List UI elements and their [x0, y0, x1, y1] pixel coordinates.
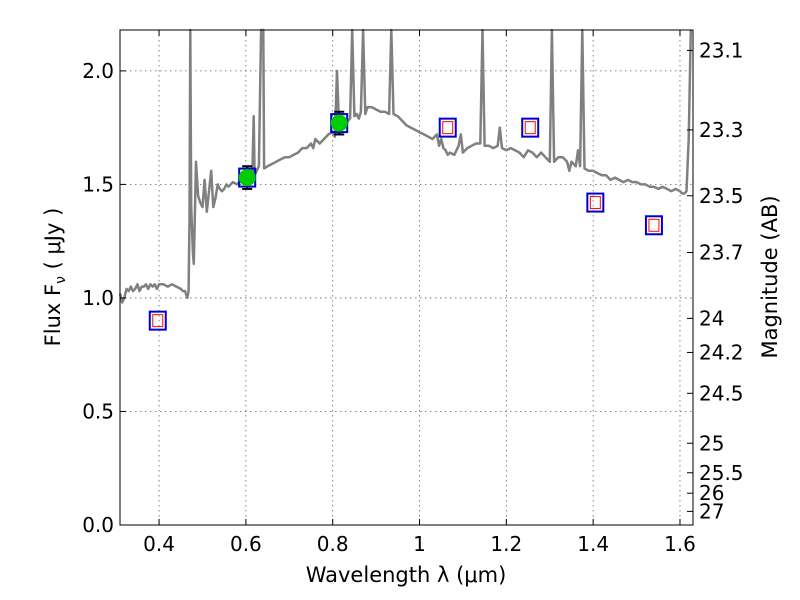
y-axis-title-sub: ν — [53, 276, 69, 284]
observed-photometry-point — [238, 169, 256, 187]
y-tick-label: 0.5 — [82, 399, 114, 423]
plot-background — [120, 30, 693, 525]
y2-tick-label: 24.2 — [699, 340, 744, 364]
observed-photometry-point — [330, 114, 348, 132]
y2-tick-label: 25.5 — [699, 461, 744, 485]
y-tick-label: 1.0 — [82, 286, 114, 310]
model-photometry-square — [521, 117, 540, 138]
y-axis-title-unit: ( μJy ) — [41, 208, 65, 276]
ticks: 0.4 0.6 0.8 1 1.2 1.4 1.6 0.0 0.5 1.0 1.5 2.0 23.1 23… — [82, 30, 744, 556]
model-photometry-square — [586, 192, 605, 213]
x-tick-label: 1.6 — [664, 532, 696, 556]
x-tick-label: 1.2 — [490, 532, 522, 556]
y-tick-label: 2.0 — [82, 59, 114, 83]
model-photometry-square — [438, 117, 457, 138]
x-tick-label: 1 — [413, 532, 426, 556]
x-tick-label: 1.4 — [577, 532, 609, 556]
y2-tick-label: 25 — [699, 431, 724, 455]
y2-tick-label: 23.5 — [699, 184, 744, 208]
y-tick-label: 1.5 — [82, 172, 114, 196]
y2-tick-label: 27 — [699, 499, 724, 523]
y-axis-title: Flux Fν ( μJy ) — [41, 208, 69, 347]
y-tick-label: 0.0 — [82, 513, 114, 537]
y2-tick-label: 26 — [699, 481, 724, 505]
model-photometry-inner-square — [589, 196, 601, 210]
y2-tick-label: 24.5 — [699, 381, 744, 405]
model-photometry-inner-square — [152, 314, 164, 328]
spectrum-line — [118, 28, 693, 304]
model-photometry-square — [644, 215, 663, 236]
model-photometry-inner-square — [524, 121, 536, 135]
y2-tick-label: 23.3 — [699, 118, 744, 142]
y2-axis-title: Magnitude (AB) — [758, 195, 782, 358]
x-tick-label: 0.4 — [143, 532, 175, 556]
y-axis-title-main: Flux F — [41, 284, 65, 346]
x-tick-label: 0.6 — [230, 532, 262, 556]
y2-tick-label: 24 — [699, 306, 724, 330]
marker-series — [148, 110, 663, 331]
model-photometry-inner-square — [442, 121, 454, 135]
model-photometry-inner-square — [648, 218, 660, 232]
y2-tick-label: 23.1 — [699, 38, 744, 62]
model-photometry-square — [148, 310, 167, 331]
x-axis-title: Wavelength λ (μm) — [306, 563, 507, 587]
plot-frame — [119, 29, 694, 526]
y2-tick-label: 23.7 — [699, 241, 744, 265]
spectrum-series — [118, 28, 693, 304]
x-tick-label: 0.8 — [317, 532, 349, 556]
